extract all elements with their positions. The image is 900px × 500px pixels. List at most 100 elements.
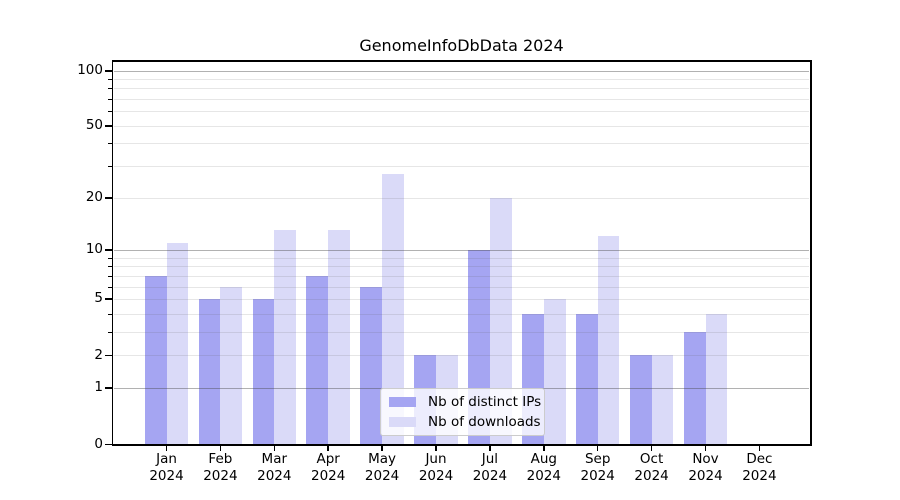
chart-title: GenomeInfoDbData 2024 <box>359 36 564 55</box>
y-tick-mark <box>105 387 112 389</box>
y-minor-tick-mark <box>108 286 112 288</box>
gridline-minor <box>114 275 809 277</box>
x-axis-tick-label: Jan 2024 <box>149 451 184 484</box>
y-tick-mark <box>105 197 112 199</box>
x-axis-tick-label: Sep 2024 <box>580 451 615 484</box>
legend-item: Nb of downloads <box>389 414 541 430</box>
bar-downloads <box>705 313 728 444</box>
y-tick-mark <box>105 298 112 300</box>
y-axis-tick-label: 20 <box>85 189 103 206</box>
x-axis-tick-label: Aug 2024 <box>526 451 561 484</box>
bar-distinct-ips <box>306 275 329 444</box>
gridline-minor <box>114 197 809 199</box>
y-minor-tick-mark <box>108 331 112 333</box>
x-axis-tick-label: Apr 2024 <box>311 451 346 484</box>
x-axis-tick-label: Nov 2024 <box>688 451 723 484</box>
gridline-minor <box>114 331 809 333</box>
x-tick-mark <box>543 445 545 451</box>
x-axis-tick-label: Oct 2024 <box>634 451 669 484</box>
bar-downloads <box>274 230 297 444</box>
y-minor-tick-mark <box>108 143 112 145</box>
bar-distinct-ips <box>198 298 221 444</box>
y-axis-tick-label: 5 <box>94 290 103 307</box>
bar-distinct-ips <box>683 331 706 444</box>
gridline-minor <box>114 355 809 357</box>
y-minor-tick-mark <box>108 166 112 168</box>
y-axis-tick-label: 100 <box>77 62 103 78</box>
x-axis-tick-label: May 2024 <box>364 451 400 484</box>
legend-item: Nb of distinct IPs <box>389 394 541 410</box>
bar-distinct-ips <box>144 275 167 444</box>
axis-spine-top <box>111 60 812 62</box>
x-tick-mark <box>650 445 653 451</box>
x-tick-mark <box>704 445 707 451</box>
y-tick-mark <box>105 125 112 127</box>
bar-downloads <box>382 174 404 444</box>
gridline-minor <box>114 313 809 315</box>
legend-label-distinct-ips: Nb of distinct IPs <box>428 394 542 410</box>
bar-downloads <box>651 355 674 444</box>
y-minor-tick-mark <box>108 111 112 113</box>
axis-spine-bottom <box>111 444 812 446</box>
y-axis-tick-label: 50 <box>85 117 103 134</box>
bar-distinct-ips <box>252 298 275 444</box>
y-minor-tick-mark <box>108 99 112 101</box>
bar-distinct-ips <box>360 286 383 444</box>
gridline-minor <box>114 99 809 101</box>
legend-label-downloads: Nb of downloads <box>428 414 541 430</box>
bar-distinct-ips <box>629 355 652 444</box>
legend: Nb of distinct IPs Nb of downloads <box>380 388 545 436</box>
gridline-minor <box>114 78 809 80</box>
bar-downloads <box>489 197 512 444</box>
y-minor-tick-mark <box>108 313 112 315</box>
legend-swatch-distinct-ips <box>389 397 416 407</box>
gridline-minor <box>114 166 809 168</box>
x-axis-tick-label: Jul 2024 <box>472 451 508 484</box>
x-axis-tick-label: Mar 2024 <box>257 451 292 484</box>
x-axis-tick-label: Dec 2024 <box>742 451 777 484</box>
bar-downloads <box>166 242 189 444</box>
gridline-minor <box>114 257 809 259</box>
gridline-minor <box>114 286 809 288</box>
x-tick-mark <box>327 445 329 451</box>
bar-downloads <box>328 230 350 444</box>
x-tick-mark <box>489 445 491 451</box>
y-minor-tick-mark <box>108 88 112 90</box>
gridline-minor <box>114 266 809 268</box>
y-axis-tick-label: 0 <box>94 435 103 452</box>
bar-downloads <box>220 286 243 444</box>
y-tick-mark <box>105 443 112 445</box>
y-axis-tick-label: 1 <box>94 379 103 396</box>
gridline-minor <box>114 298 809 300</box>
gridline-minor <box>114 143 809 145</box>
axis-spine-right <box>810 60 812 446</box>
gridline-minor <box>114 111 809 113</box>
bar-distinct-ips <box>575 313 598 444</box>
gridline-minor <box>114 88 809 90</box>
y-axis-tick-label: 10 <box>85 241 103 258</box>
x-tick-mark <box>273 445 276 451</box>
y-tick-mark <box>105 70 112 72</box>
y-tick-mark <box>105 249 112 251</box>
gridline-minor <box>114 125 809 127</box>
x-tick-mark <box>219 445 222 451</box>
y-axis-tick-label: 2 <box>94 346 103 363</box>
x-tick-mark <box>165 445 168 451</box>
x-axis-tick-label: Feb 2024 <box>203 451 238 484</box>
bar-downloads <box>597 236 620 444</box>
x-tick-mark <box>758 445 761 451</box>
x-tick-mark <box>435 445 437 451</box>
x-tick-mark <box>596 445 599 451</box>
axis-spine-left <box>111 60 113 446</box>
y-tick-mark <box>105 354 112 357</box>
y-minor-tick-mark <box>108 257 112 259</box>
bar-downloads <box>543 298 566 444</box>
y-minor-tick-mark <box>108 275 112 277</box>
x-tick-mark <box>381 445 383 451</box>
y-minor-tick-mark <box>108 78 112 80</box>
x-axis-tick-label: Jun 2024 <box>418 451 454 484</box>
legend-swatch-downloads <box>389 417 416 427</box>
gridline-major <box>114 249 809 251</box>
gridline-major <box>114 70 809 72</box>
